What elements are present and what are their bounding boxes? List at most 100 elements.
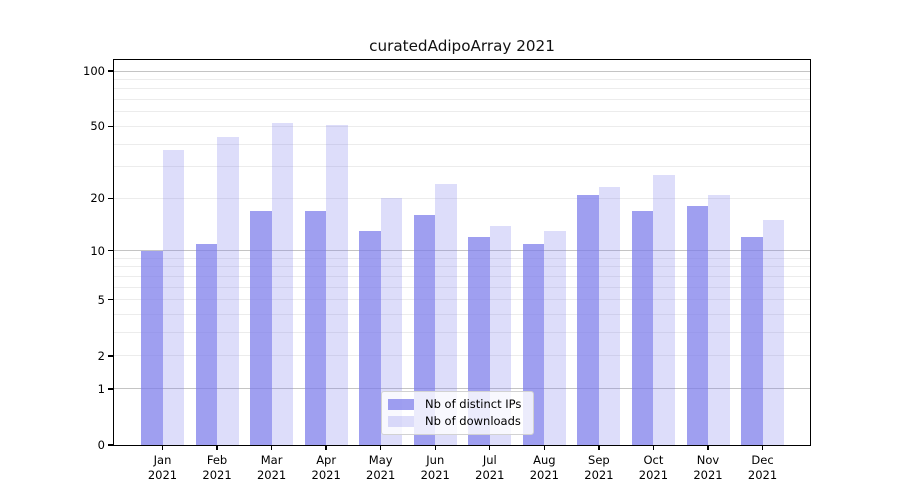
x-tick-month: Apr [316, 453, 337, 467]
x-tick-year: 2021 [475, 467, 505, 482]
y-tick-mark-5 [107, 299, 113, 301]
bar-distinct-ips-feb [195, 243, 218, 445]
y-tick-mark-1 [107, 388, 113, 390]
x-tick-year: 2021 [529, 467, 559, 482]
gridline-major-1 [114, 388, 810, 390]
gridline-minor-70 [114, 99, 810, 101]
x-tick-label-nov: Nov 2021 [680, 453, 736, 482]
gridline-minor-80 [114, 88, 810, 90]
x-tick-year: 2021 [638, 467, 669, 482]
x-tick-month: Jul [482, 453, 497, 467]
x-tick-year: 2021 [420, 467, 450, 482]
x-tick-month: May [368, 453, 393, 467]
y-tick-label-5: 5 [97, 292, 105, 307]
bar-downloads-jan [162, 150, 184, 445]
x-tick-month: Nov [696, 453, 720, 467]
x-tick-month: Oct [643, 453, 664, 467]
x-tick-label-feb: Feb 2021 [189, 453, 245, 482]
x-tick-mark-jul [489, 445, 491, 450]
x-tick-mark-dec [761, 445, 764, 450]
bar-distinct-ips-dec [741, 237, 763, 445]
y-tick-label-100: 100 [83, 64, 105, 78]
plot-area [114, 60, 810, 445]
bar-downloads-jul [489, 225, 512, 445]
y-tick-label-10: 10 [90, 243, 105, 258]
x-tick-year: 2021 [584, 467, 614, 482]
gridline-minor-50 [114, 125, 810, 127]
y-tick-mark-50 [107, 125, 113, 128]
x-tick-mark-apr [325, 445, 327, 450]
legend-label-distinct-ips: Nb of distinct IPs [425, 397, 522, 411]
bar-distinct-ips-nov [686, 206, 708, 445]
gridline-minor-6 [114, 286, 810, 288]
x-tick-label-jul: Jul 2021 [462, 453, 518, 482]
x-tick-label-dec: Dec 2021 [735, 453, 791, 482]
gridline-minor-60 [114, 111, 810, 113]
x-tick-mark-sep [598, 445, 600, 450]
y-tick-mark-0 [107, 444, 113, 446]
x-tick-label-mar: Mar 2021 [244, 453, 300, 482]
bar-downloads-sep [598, 187, 621, 445]
legend-swatch-distinct-ips [388, 399, 414, 410]
x-tick-year: 2021 [256, 467, 287, 482]
legend-item-downloads: Nb of downloads [388, 415, 521, 428]
x-tick-year: 2021 [147, 467, 178, 482]
x-tick-mark-aug [543, 445, 546, 450]
x-tick-year: 2021 [311, 467, 341, 482]
x-tick-month: Aug [533, 453, 556, 467]
gridline-minor-90 [114, 78, 810, 80]
x-tick-label-sep: Sep 2021 [571, 453, 627, 482]
bar-distinct-ips-oct [631, 210, 654, 445]
x-tick-label-apr: Apr 2021 [298, 453, 354, 482]
gridline-minor-9 [114, 257, 810, 259]
x-tick-mark-feb [216, 445, 218, 450]
x-tick-month: Mar [260, 453, 283, 467]
x-tick-month: Jan [153, 453, 172, 467]
gridline-major-100 [114, 70, 810, 72]
x-tick-month: Feb [206, 453, 228, 467]
gridline-minor-3 [114, 332, 810, 334]
bar-distinct-ips-apr [304, 210, 327, 445]
x-tick-mark-nov [707, 445, 709, 450]
gridline-major-10 [114, 250, 810, 252]
y-tick-label-2: 2 [97, 348, 105, 363]
x-tick-label-jun: Jun 2021 [407, 453, 463, 482]
legend-item-distinct-ips: Nb of distinct IPs [388, 398, 521, 411]
x-tick-mark-jun [434, 445, 436, 450]
gridline-minor-5 [114, 299, 810, 301]
bar-downloads-feb [217, 136, 239, 445]
y-tick-mark-2 [107, 355, 113, 357]
x-tick-label-may: May 2021 [353, 453, 409, 482]
gridline-minor-40 [114, 143, 810, 145]
x-tick-year: 2021 [693, 467, 723, 482]
gridline-minor-20 [114, 197, 810, 199]
x-tick-year: 2021 [747, 467, 778, 482]
y-tick-mark-10 [107, 249, 113, 252]
y-tick-label-20: 20 [90, 191, 105, 206]
gridline-minor-8 [114, 266, 810, 268]
x-tick-label-oct: Oct 2021 [625, 453, 681, 482]
legend: Nb of distinct IPs Nb of downloads [381, 391, 535, 435]
x-tick-label-aug: Aug 2021 [516, 453, 572, 482]
x-tick-year: 2021 [366, 467, 396, 482]
bar-downloads-aug [544, 231, 566, 445]
x-tick-mark-may [380, 445, 382, 450]
bar-downloads-jun [435, 184, 457, 445]
gridline-minor-4 [114, 314, 810, 316]
gridline-minor-2 [114, 355, 810, 357]
x-tick-mark-mar [270, 445, 273, 450]
bar-downloads-nov [708, 194, 730, 445]
bar-downloads-dec [762, 220, 785, 445]
chart-title: curatedAdipoArray 2021 [369, 37, 555, 55]
legend-label-downloads: Nb of downloads [425, 414, 521, 428]
bar-distinct-ips-jun [413, 215, 436, 445]
y-tick-label-50: 50 [90, 119, 105, 134]
x-tick-month: Jun [426, 453, 445, 467]
bar-downloads-may [380, 198, 403, 445]
y-tick-label-1: 1 [97, 381, 105, 396]
gridline-minor-7 [114, 275, 810, 277]
bar-distinct-ips-sep [577, 194, 599, 445]
bar-downloads-apr [326, 124, 348, 445]
legend-swatch-downloads [388, 416, 414, 427]
